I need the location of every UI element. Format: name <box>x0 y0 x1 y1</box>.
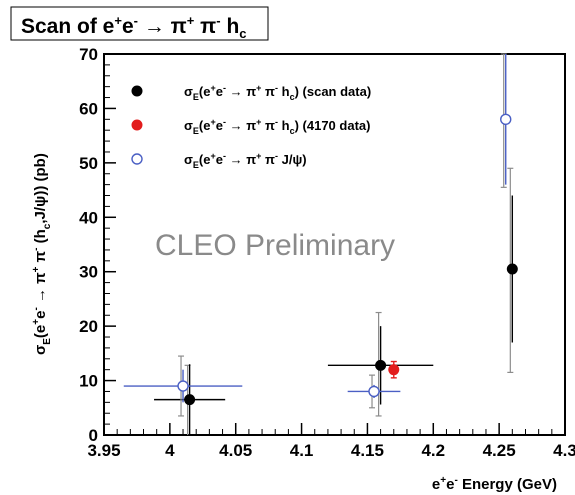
x-tick-label: 4.05 <box>219 441 252 460</box>
data-point-filled <box>388 364 400 376</box>
y-tick-label: 10 <box>79 372 98 391</box>
data-point-open <box>500 113 512 126</box>
x-axis-label: e+e- Energy (GeV) <box>432 475 557 493</box>
title-box-border <box>10 6 269 41</box>
data-point-filled <box>506 263 518 275</box>
x-tick-label: 4.2 <box>421 441 445 460</box>
chart-title-box: Scan of e+e- → π+ π- hc <box>10 6 269 41</box>
x-tick-label: 4.1 <box>290 441 314 460</box>
legend: σE(e+e- → π+ π- hc) (scan data) σE(e+e- →… <box>131 83 371 170</box>
watermark-label: CLEO Preliminary <box>155 229 395 262</box>
chart-title: Scan of e+e- → π+ π- hc <box>21 13 247 41</box>
y-axis-label: σE(e+e- → π+ π- (hc,J/ψ)) (pb) <box>31 153 53 355</box>
legend-label: σE(e+e- → π+ π- hc) (scan data) <box>184 83 371 102</box>
y-tick-label: 50 <box>79 154 98 173</box>
x-tick-label: 4.15 <box>351 441 384 460</box>
y-tick-label: 60 <box>79 99 98 118</box>
y-tick-label: 0 <box>89 426 98 445</box>
legend-marker <box>131 153 143 165</box>
data-point-open <box>368 385 380 398</box>
legend-marker <box>131 119 143 131</box>
data-point-open <box>177 380 189 392</box>
legend-marker <box>131 85 143 97</box>
x-tick-label: 4 <box>165 441 175 460</box>
x-tick-label: 3.95 <box>87 441 120 460</box>
y-tick-label: 20 <box>79 317 98 336</box>
plot-frame <box>103 53 566 436</box>
y-tick-label: 40 <box>79 208 98 227</box>
data-point-filled <box>184 394 196 406</box>
x-tick-label: 4.25 <box>483 441 516 460</box>
data-point-filled <box>375 359 387 371</box>
y-tick-label: 30 <box>79 263 98 282</box>
x-tick-label: 4.3 <box>553 441 575 460</box>
data-points <box>123 53 518 435</box>
axis-ticks: 3.95 4 4.05 4.1 4.15 4.2 4.25 4.3 0 10 20 30 40 50 60 7… <box>79 45 575 460</box>
legend-label: σE(e+e- → π+ π- hc) (4170 data) <box>184 117 370 136</box>
y-tick-label: 70 <box>79 45 98 64</box>
legend-label: σE(e+e- → π+ π- J/ψ) <box>184 151 307 170</box>
